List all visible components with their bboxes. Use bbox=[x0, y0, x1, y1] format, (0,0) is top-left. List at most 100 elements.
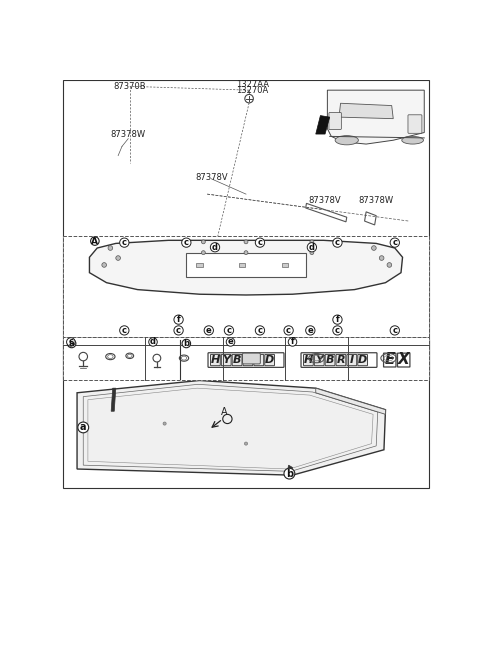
Text: c: c bbox=[176, 326, 181, 335]
FancyBboxPatch shape bbox=[63, 80, 429, 488]
FancyBboxPatch shape bbox=[243, 355, 253, 365]
Circle shape bbox=[174, 326, 183, 335]
Text: 86309Z: 86309Z bbox=[82, 339, 114, 348]
Text: b: b bbox=[286, 469, 293, 479]
Circle shape bbox=[116, 256, 120, 261]
Bar bbox=[196, 263, 203, 267]
Bar bbox=[239, 263, 245, 267]
FancyBboxPatch shape bbox=[63, 341, 429, 379]
Circle shape bbox=[91, 237, 99, 245]
Text: OPTIMA: OPTIMA bbox=[78, 351, 163, 369]
Circle shape bbox=[306, 326, 315, 335]
Text: c: c bbox=[335, 326, 340, 335]
Text: R: R bbox=[244, 355, 252, 365]
Text: c: c bbox=[227, 326, 231, 335]
Circle shape bbox=[182, 339, 191, 348]
Circle shape bbox=[284, 468, 295, 479]
Text: a: a bbox=[69, 339, 74, 348]
Text: I: I bbox=[257, 355, 261, 365]
FancyBboxPatch shape bbox=[358, 355, 368, 365]
Polygon shape bbox=[111, 388, 116, 411]
Circle shape bbox=[120, 238, 129, 247]
Polygon shape bbox=[339, 104, 393, 119]
Text: c: c bbox=[335, 238, 340, 247]
Text: c: c bbox=[286, 326, 291, 335]
Circle shape bbox=[163, 422, 166, 425]
Text: D: D bbox=[265, 355, 274, 365]
Polygon shape bbox=[316, 116, 330, 134]
Text: b: b bbox=[183, 339, 189, 348]
Polygon shape bbox=[89, 240, 403, 295]
Text: e: e bbox=[206, 326, 212, 335]
Text: D: D bbox=[358, 355, 367, 365]
Circle shape bbox=[78, 422, 89, 433]
FancyBboxPatch shape bbox=[347, 355, 357, 365]
Circle shape bbox=[120, 326, 129, 335]
Ellipse shape bbox=[335, 136, 359, 145]
Text: c: c bbox=[122, 238, 127, 247]
Text: 87378V: 87378V bbox=[196, 173, 228, 182]
Polygon shape bbox=[77, 381, 385, 475]
FancyBboxPatch shape bbox=[303, 355, 313, 365]
Text: c: c bbox=[122, 326, 127, 335]
Text: 86379: 86379 bbox=[252, 337, 279, 347]
Text: c: c bbox=[257, 238, 263, 247]
Circle shape bbox=[174, 315, 183, 324]
Polygon shape bbox=[327, 90, 424, 144]
Circle shape bbox=[372, 246, 376, 250]
Circle shape bbox=[379, 256, 384, 261]
Circle shape bbox=[390, 326, 399, 335]
Circle shape bbox=[284, 326, 293, 335]
FancyBboxPatch shape bbox=[63, 236, 429, 337]
Circle shape bbox=[387, 263, 392, 267]
Text: 92552: 92552 bbox=[72, 367, 94, 373]
Text: 92557: 92557 bbox=[113, 360, 135, 366]
FancyBboxPatch shape bbox=[314, 355, 324, 365]
Circle shape bbox=[224, 326, 234, 335]
Text: A: A bbox=[221, 407, 228, 418]
Polygon shape bbox=[316, 388, 385, 414]
Polygon shape bbox=[287, 465, 292, 474]
Circle shape bbox=[210, 242, 220, 252]
Text: 1327AA: 1327AA bbox=[236, 80, 269, 89]
FancyBboxPatch shape bbox=[232, 355, 242, 365]
Text: 92569: 92569 bbox=[161, 365, 188, 373]
FancyBboxPatch shape bbox=[408, 115, 422, 134]
Text: VIEW: VIEW bbox=[71, 240, 94, 248]
FancyBboxPatch shape bbox=[242, 353, 260, 364]
Circle shape bbox=[333, 238, 342, 247]
Text: c: c bbox=[257, 326, 263, 335]
Ellipse shape bbox=[402, 136, 423, 144]
Circle shape bbox=[108, 246, 113, 250]
Text: H: H bbox=[304, 355, 313, 365]
Circle shape bbox=[244, 240, 248, 244]
FancyBboxPatch shape bbox=[211, 355, 220, 365]
Text: 86330AD: 86330AD bbox=[352, 339, 391, 348]
Text: c: c bbox=[392, 326, 397, 335]
Text: 87378V: 87378V bbox=[308, 196, 341, 205]
Circle shape bbox=[333, 315, 342, 324]
Text: f: f bbox=[177, 315, 180, 324]
Circle shape bbox=[255, 326, 264, 335]
FancyBboxPatch shape bbox=[186, 253, 306, 277]
Text: B: B bbox=[326, 355, 335, 365]
Text: d: d bbox=[309, 242, 315, 252]
Text: 13270A: 13270A bbox=[236, 86, 268, 96]
Circle shape bbox=[202, 240, 205, 244]
Text: e: e bbox=[308, 326, 313, 335]
Text: 87378W: 87378W bbox=[110, 130, 145, 138]
Text: 87370B: 87370B bbox=[113, 81, 146, 91]
Text: E: E bbox=[384, 352, 395, 367]
Circle shape bbox=[307, 242, 316, 252]
Text: d: d bbox=[212, 242, 218, 252]
Text: I: I bbox=[350, 355, 354, 365]
Text: R: R bbox=[336, 355, 345, 365]
Text: H: H bbox=[211, 355, 220, 365]
Circle shape bbox=[67, 339, 76, 348]
Circle shape bbox=[244, 442, 248, 445]
Text: a: a bbox=[80, 422, 86, 432]
Circle shape bbox=[390, 238, 399, 247]
Text: 87373E: 87373E bbox=[372, 337, 405, 347]
Circle shape bbox=[102, 263, 107, 267]
Circle shape bbox=[149, 338, 157, 346]
